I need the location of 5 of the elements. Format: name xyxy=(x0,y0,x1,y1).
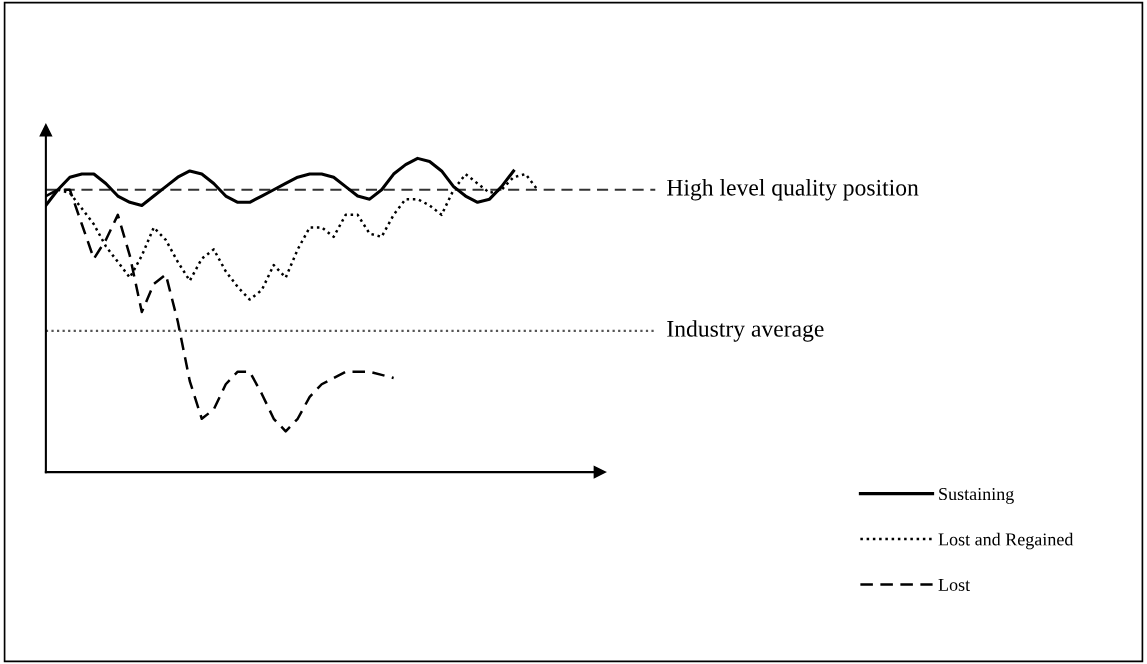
legend-label: Lost and Regained xyxy=(938,532,1074,550)
legend-label: Sustaining xyxy=(939,487,1014,504)
legend-label: Lost xyxy=(938,578,971,591)
ref-line-label: High level quality position xyxy=(667,179,919,201)
ref-line-label: Industry average xyxy=(667,320,824,342)
